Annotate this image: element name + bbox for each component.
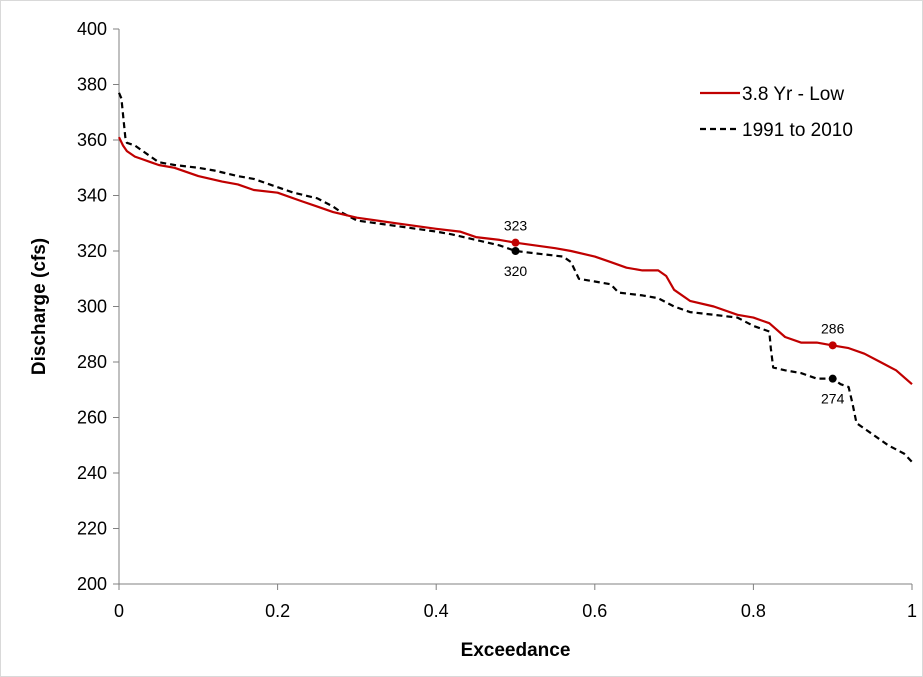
legend-label: 1991 to 2010 <box>742 120 853 141</box>
y-tick-label: 240 <box>77 463 107 483</box>
x-tick-label: 0.4 <box>424 601 449 621</box>
x-tick-label: 0.8 <box>741 601 766 621</box>
y-tick-label: 360 <box>77 130 107 150</box>
y-tick-label: 200 <box>77 574 107 594</box>
x-tick-label: 0 <box>114 601 124 621</box>
data-label: 320 <box>504 263 528 279</box>
y-axis-title: Discharge (cfs) <box>29 238 50 375</box>
y-tick-label: 280 <box>77 352 107 372</box>
data-label: 274 <box>821 391 845 407</box>
x-tick-label: 0.6 <box>582 601 607 621</box>
y-tick-label: 400 <box>77 19 107 39</box>
data-point-marker <box>511 238 520 247</box>
data-point-marker <box>828 374 837 383</box>
data-label: 286 <box>821 320 845 336</box>
y-tick-label: 380 <box>77 75 107 95</box>
data-point-marker <box>828 341 837 350</box>
x-tick-label: 1 <box>907 601 917 621</box>
data-point-marker <box>511 247 520 255</box>
y-tick-label: 260 <box>77 408 107 428</box>
x-tick-label: 0.2 <box>265 601 290 621</box>
series-line-historic <box>117 92 913 463</box>
x-axis-title: Exceedance <box>461 640 571 661</box>
plot-area: 323 320 286 274 <box>117 92 913 463</box>
y-tick-label: 300 <box>77 297 107 317</box>
legend: 3.8 Yr - Low 1991 to 2010 <box>700 84 853 141</box>
legend-label: 3.8 Yr - Low <box>742 84 844 105</box>
axes: 200 220 240 260 280 300 320 340 360 380 400 0 0.2 0.4… <box>77 19 917 621</box>
data-label: 323 <box>504 218 528 234</box>
series-line-low <box>118 136 913 386</box>
y-tick-label: 320 <box>77 241 107 261</box>
y-tick-label: 340 <box>77 186 107 206</box>
y-tick-label: 220 <box>77 519 107 539</box>
